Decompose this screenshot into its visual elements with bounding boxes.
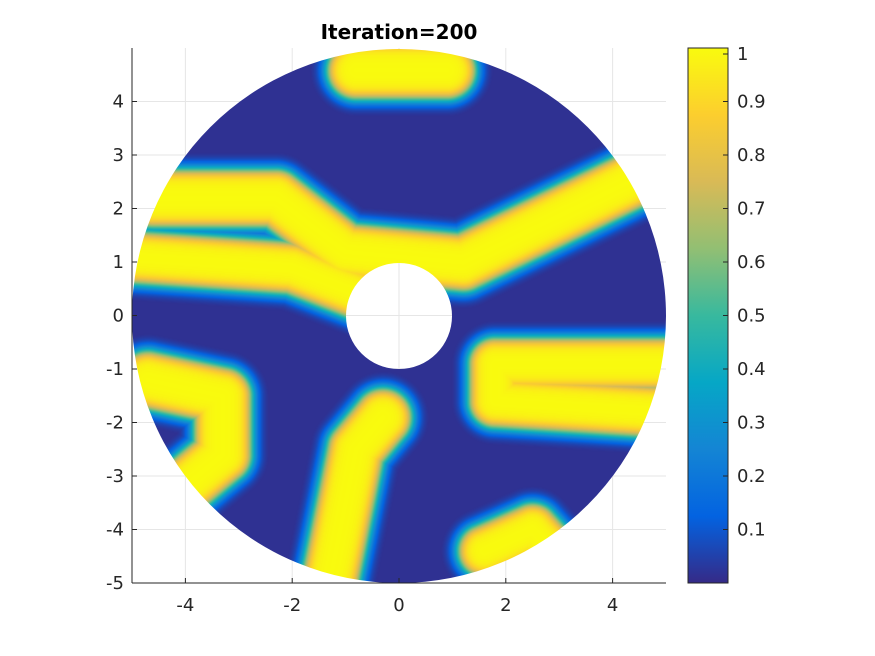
x-tick-label: -2 [283, 595, 301, 616]
x-tick-label: 4 [607, 595, 618, 616]
y-tick-label: 3 [113, 145, 124, 166]
colorbar-tick-label: 0.3 [737, 413, 766, 434]
chart-title: Iteration=200 [321, 20, 478, 44]
x-tick-label: 2 [500, 595, 511, 616]
colorbar-tick-label: 0.2 [737, 466, 766, 487]
colorbar-tick-label: 0.6 [737, 252, 766, 273]
colorbar-tick-label: 0.5 [737, 306, 766, 327]
colorbar-tick-label: 1 [737, 44, 748, 65]
x-tick-label: -4 [176, 595, 194, 616]
y-tick-label: 2 [113, 199, 124, 220]
colorbar-tick-label: 0.7 [737, 199, 766, 220]
colorbar-ticks: 1 0.9 0.8 0.7 0.6 0.5 0.4 0.3 0.2 0.1 [723, 44, 766, 541]
y-tick-label: 0 [113, 306, 124, 327]
colorbar-tick-label: 0.1 [737, 520, 766, 541]
colorbar-tick-label: 0.8 [737, 145, 766, 166]
x-axis-ticks: -4 -2 0 2 4 [176, 578, 618, 616]
x-tick-label: 0 [393, 595, 404, 616]
y-tick-label: -5 [106, 573, 124, 594]
y-tick-label: -3 [106, 466, 124, 487]
y-tick-label: 4 [113, 92, 124, 113]
colorbar-tick-label: 0.9 [737, 92, 766, 113]
colorbar [687, 47, 729, 584]
y-axis-ticks: 4 3 2 1 0 -1 -2 -3 -4 -5 [106, 92, 137, 594]
y-tick-label: -1 [106, 359, 124, 380]
y-tick-label: -2 [106, 413, 124, 434]
colorbar-tick-label: 0.4 [737, 359, 766, 380]
y-tick-label: 1 [113, 252, 124, 273]
y-tick-label: -4 [106, 520, 124, 541]
